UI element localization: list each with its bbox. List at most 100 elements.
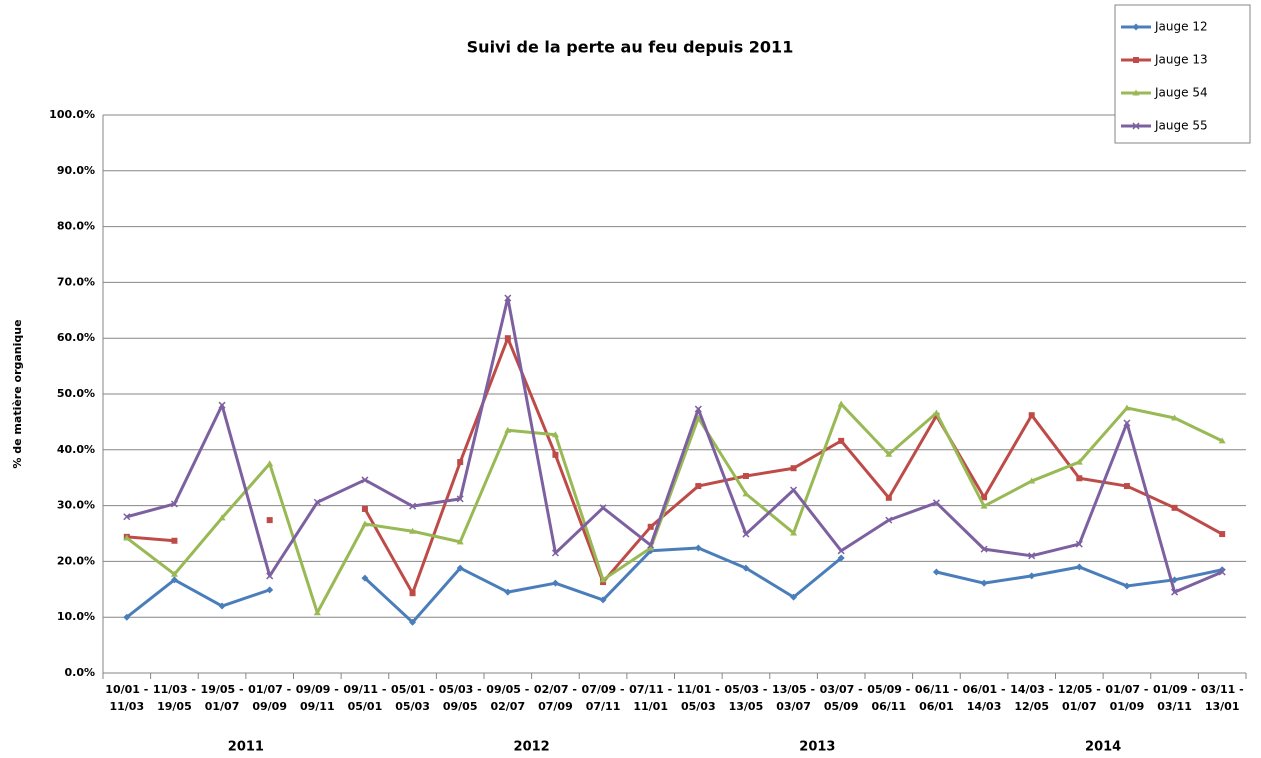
x-tick-label: 14/03 — [967, 700, 1002, 713]
point-marker — [266, 586, 274, 594]
point-marker — [694, 405, 702, 413]
x-tick-label: 02/07 — [490, 700, 525, 713]
x-tick-label: 03/07 — [776, 700, 811, 713]
x-tick-label: 01/09 — [1110, 700, 1145, 713]
x-tick-label: 09/05 — [443, 700, 478, 713]
point-marker — [742, 473, 749, 480]
point-marker — [313, 609, 321, 616]
x-tick-label: 07/09 - — [582, 683, 625, 696]
y-axis-label: % de matière organique — [11, 319, 24, 468]
point-marker — [932, 499, 940, 507]
point-marker — [1028, 572, 1036, 580]
legend-label: Jauge 12 — [1154, 20, 1208, 34]
point-marker — [885, 494, 892, 501]
x-tick-label: 01/07 — [1062, 700, 1097, 713]
point-marker — [361, 574, 369, 582]
legend-marker — [1133, 57, 1139, 63]
series-line — [126, 296, 1223, 594]
x-tick-label: 09/11 — [300, 700, 335, 713]
point-marker — [456, 538, 464, 545]
year-label: 2012 — [514, 740, 550, 755]
y-tick-label: 60.0% — [57, 331, 95, 344]
point-marker — [218, 602, 226, 610]
series-line — [125, 402, 1223, 615]
year-label: 2013 — [799, 740, 835, 755]
point-marker — [1076, 475, 1083, 482]
x-tick-label: 05/03 — [681, 700, 716, 713]
point-marker — [218, 401, 226, 409]
point-marker — [170, 576, 178, 584]
point-marker — [409, 527, 417, 534]
point-marker — [266, 572, 274, 580]
point-marker — [1171, 588, 1179, 596]
x-tick-label: 13/01 — [1205, 700, 1240, 713]
point-marker — [1075, 540, 1083, 548]
point-marker — [123, 534, 131, 541]
y-tick-label: 70.0% — [57, 275, 95, 288]
y-tick-label: 20.0% — [57, 554, 95, 567]
y-tick-label: 90.0% — [57, 164, 95, 177]
y-tick-label: 40.0% — [57, 443, 95, 456]
point-marker — [170, 570, 178, 577]
point-marker — [1123, 582, 1131, 590]
legend-marker — [1132, 122, 1140, 130]
x-tick-label: 12/05 — [1014, 700, 1049, 713]
point-marker — [551, 431, 559, 438]
x-tick-label: 03/11 - — [1201, 683, 1244, 696]
point-marker — [599, 576, 607, 583]
point-marker — [171, 537, 178, 544]
x-tick-label: 06/01 — [919, 700, 954, 713]
point-marker — [932, 409, 940, 416]
y-tick-label: 80.0% — [57, 220, 95, 233]
point-marker — [790, 465, 797, 472]
point-marker — [123, 613, 131, 621]
y-tick-label: 50.0% — [57, 387, 95, 400]
point-marker — [742, 564, 750, 572]
year-label: 2011 — [228, 740, 264, 755]
point-marker — [1075, 563, 1083, 571]
y-tick-label: 0.0% — [64, 666, 95, 679]
point-marker — [981, 494, 988, 501]
point-marker — [742, 530, 750, 538]
x-tick-label: 01/07 — [205, 700, 240, 713]
point-marker — [1218, 568, 1226, 576]
x-tick-label: 06/01 - — [963, 683, 1006, 696]
point-marker — [1218, 437, 1226, 444]
x-tick-label: 02/07 - — [534, 683, 577, 696]
point-marker — [1171, 414, 1179, 421]
x-tick-label: 10/01 - — [105, 683, 148, 696]
point-marker — [551, 579, 559, 587]
point-marker — [552, 451, 559, 458]
point-marker — [266, 517, 273, 524]
point-marker — [409, 502, 417, 510]
point-marker — [1028, 552, 1036, 560]
point-marker — [504, 294, 512, 302]
point-marker — [885, 516, 893, 524]
x-tick-label: 05/01 — [348, 700, 383, 713]
point-marker — [361, 476, 369, 484]
point-marker — [1219, 531, 1226, 538]
x-tick-label: 01/07 - — [1105, 683, 1148, 696]
x-tick-label: 07/11 — [586, 700, 621, 713]
x-tick-label: 09/05 - — [486, 683, 529, 696]
point-marker — [790, 529, 798, 536]
point-marker — [551, 549, 559, 557]
x-tick-label: 19/05 — [157, 700, 192, 713]
point-marker — [1123, 419, 1131, 427]
legend-marker — [1132, 23, 1140, 31]
x-tick-label: 13/05 - — [772, 683, 815, 696]
point-marker — [838, 437, 845, 444]
point-marker — [409, 618, 417, 626]
point-marker — [1075, 458, 1083, 465]
year-label: 2014 — [1085, 740, 1121, 755]
point-marker — [504, 426, 512, 433]
y-tick-label: 100.0% — [49, 108, 95, 121]
point-marker — [1171, 504, 1178, 511]
x-tick-label: 05/09 - — [867, 683, 910, 696]
point-marker — [266, 460, 274, 467]
point-marker — [647, 523, 654, 530]
point-marker — [837, 400, 845, 407]
point-marker — [694, 414, 702, 421]
